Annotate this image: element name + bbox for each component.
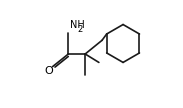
Text: 2: 2 xyxy=(77,25,83,34)
Text: O: O xyxy=(44,66,53,76)
Text: NH: NH xyxy=(70,20,85,30)
